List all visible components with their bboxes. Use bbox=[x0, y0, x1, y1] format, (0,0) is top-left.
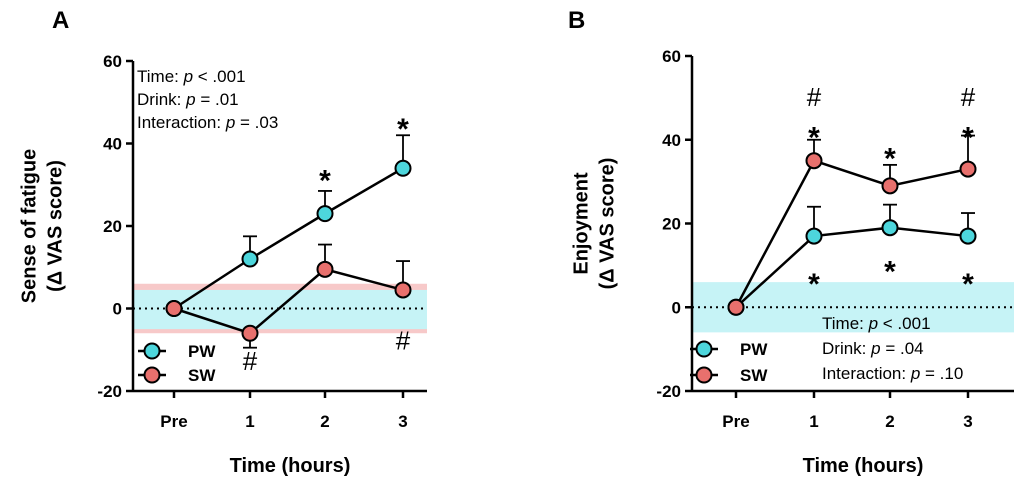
significance-hash: # bbox=[243, 346, 258, 376]
x-tick-label: 2 bbox=[320, 412, 329, 431]
stats-label: Time: bbox=[137, 67, 184, 86]
stats-line: Interaction: p = .10 bbox=[822, 364, 963, 383]
stats-value: < .001 bbox=[193, 67, 245, 86]
data-point-sw bbox=[881, 177, 899, 195]
stats-line: Interaction: p = .03 bbox=[137, 113, 278, 132]
y-tick-label: 0 bbox=[672, 298, 681, 317]
stats-label: Interaction: bbox=[137, 113, 226, 132]
significance-star: * bbox=[962, 121, 974, 154]
stats-line: Time: p < .001 bbox=[137, 67, 246, 86]
x-axis-title: Time (hours) bbox=[803, 455, 924, 477]
stats-value: = .01 bbox=[196, 90, 239, 109]
data-point-sw bbox=[959, 160, 977, 178]
x-tick-label: 1 bbox=[809, 412, 818, 431]
significance-star: * bbox=[962, 268, 974, 301]
x-tick-label: 3 bbox=[963, 412, 972, 431]
legend-marker-pw bbox=[143, 342, 161, 360]
stats-line: Drink: p = .01 bbox=[137, 90, 239, 109]
y-tick-label: 40 bbox=[662, 131, 681, 150]
panel-a: -20 0 20 40 60 Pre 1 2 3 Time (hours) Sense of fat… bbox=[18, 7, 427, 477]
legend-label-sw: SW bbox=[740, 366, 768, 385]
series-line-pw bbox=[173, 167, 404, 310]
significance-hash: # bbox=[807, 82, 822, 112]
y-tick-label: 60 bbox=[103, 52, 122, 71]
x-axis-title: Time (hours) bbox=[230, 455, 351, 477]
stats-value: < .001 bbox=[878, 314, 930, 333]
stats-label: Drink: bbox=[822, 339, 871, 358]
stats-p: p bbox=[185, 90, 195, 109]
data-point-sw bbox=[165, 300, 183, 317]
stats-label: Time: bbox=[822, 314, 869, 333]
x-tick-label: Pre bbox=[160, 412, 187, 431]
data-point-sw bbox=[805, 152, 823, 170]
significance-star: * bbox=[319, 164, 331, 197]
x-tick-label: 3 bbox=[398, 412, 407, 431]
stats-p: p bbox=[870, 339, 880, 358]
data-point-sw bbox=[241, 324, 259, 342]
y-tick-label: 0 bbox=[113, 300, 122, 319]
x-tick-label: Pre bbox=[722, 412, 749, 431]
significance-star: * bbox=[884, 142, 896, 175]
y-tick-label: 20 bbox=[103, 217, 122, 236]
legend-label-pw: PW bbox=[188, 342, 216, 361]
series-line-sw bbox=[734, 159, 969, 308]
legend-label-pw: PW bbox=[740, 340, 768, 359]
significance-star: * bbox=[397, 113, 409, 146]
y-axis-title: Sense of fatigue bbox=[18, 149, 40, 303]
stats-p: p bbox=[183, 67, 193, 86]
y-tick-label: 20 bbox=[662, 215, 681, 234]
stats-line: Drink: p = .04 bbox=[822, 339, 924, 358]
y-axis-title: Enjoyment bbox=[570, 172, 592, 275]
y-tick-label: 40 bbox=[103, 135, 122, 154]
legend-label-sw: SW bbox=[188, 366, 216, 385]
data-point-pw bbox=[394, 159, 412, 177]
stats-label: Drink: bbox=[137, 90, 186, 109]
legend-marker-sw bbox=[695, 366, 713, 384]
stats-line: Time: p < .001 bbox=[822, 314, 931, 333]
y-tick-label: -20 bbox=[656, 382, 681, 401]
significance-hash: # bbox=[961, 82, 976, 112]
legend-marker-pw bbox=[695, 340, 713, 358]
panel-letter: B bbox=[568, 7, 585, 34]
data-point-sw bbox=[727, 298, 745, 316]
stats-p: p bbox=[225, 113, 235, 132]
y-axis-title: (Δ VAS score) bbox=[596, 158, 618, 290]
data-point-pw bbox=[805, 227, 823, 245]
data-point-pw bbox=[241, 250, 259, 268]
series-line-sw bbox=[173, 267, 404, 335]
y-tick-label: 60 bbox=[662, 47, 681, 66]
significance-star: * bbox=[808, 121, 820, 154]
significance-star: * bbox=[884, 255, 896, 288]
data-point-pw bbox=[959, 227, 977, 245]
stats-label: Interaction: bbox=[822, 364, 911, 383]
y-axis-title: (Δ VAS score) bbox=[44, 160, 66, 292]
data-point-pw bbox=[881, 219, 899, 237]
data-point-pw bbox=[316, 205, 334, 223]
stats-p: p bbox=[868, 314, 878, 333]
y-tick-label: -20 bbox=[97, 382, 122, 401]
stats-value: = .03 bbox=[235, 113, 278, 132]
significance-hash: # bbox=[396, 326, 411, 356]
legend-marker-sw bbox=[143, 366, 161, 384]
series-line-pw bbox=[735, 226, 969, 309]
significance-star: * bbox=[808, 268, 820, 301]
data-point-sw bbox=[316, 260, 334, 278]
x-tick-label: 2 bbox=[885, 412, 894, 431]
stats-value: = .04 bbox=[881, 339, 924, 358]
x-tick-label: 1 bbox=[245, 412, 254, 431]
panel-b: -20 0 20 40 60 Pre 1 2 3 Time (hours) Enjoyment (Δ … bbox=[568, 7, 1014, 477]
panel-letter: A bbox=[52, 7, 69, 34]
stats-p: p bbox=[910, 364, 920, 383]
data-point-sw bbox=[394, 281, 412, 299]
stats-value: = .10 bbox=[920, 364, 963, 383]
